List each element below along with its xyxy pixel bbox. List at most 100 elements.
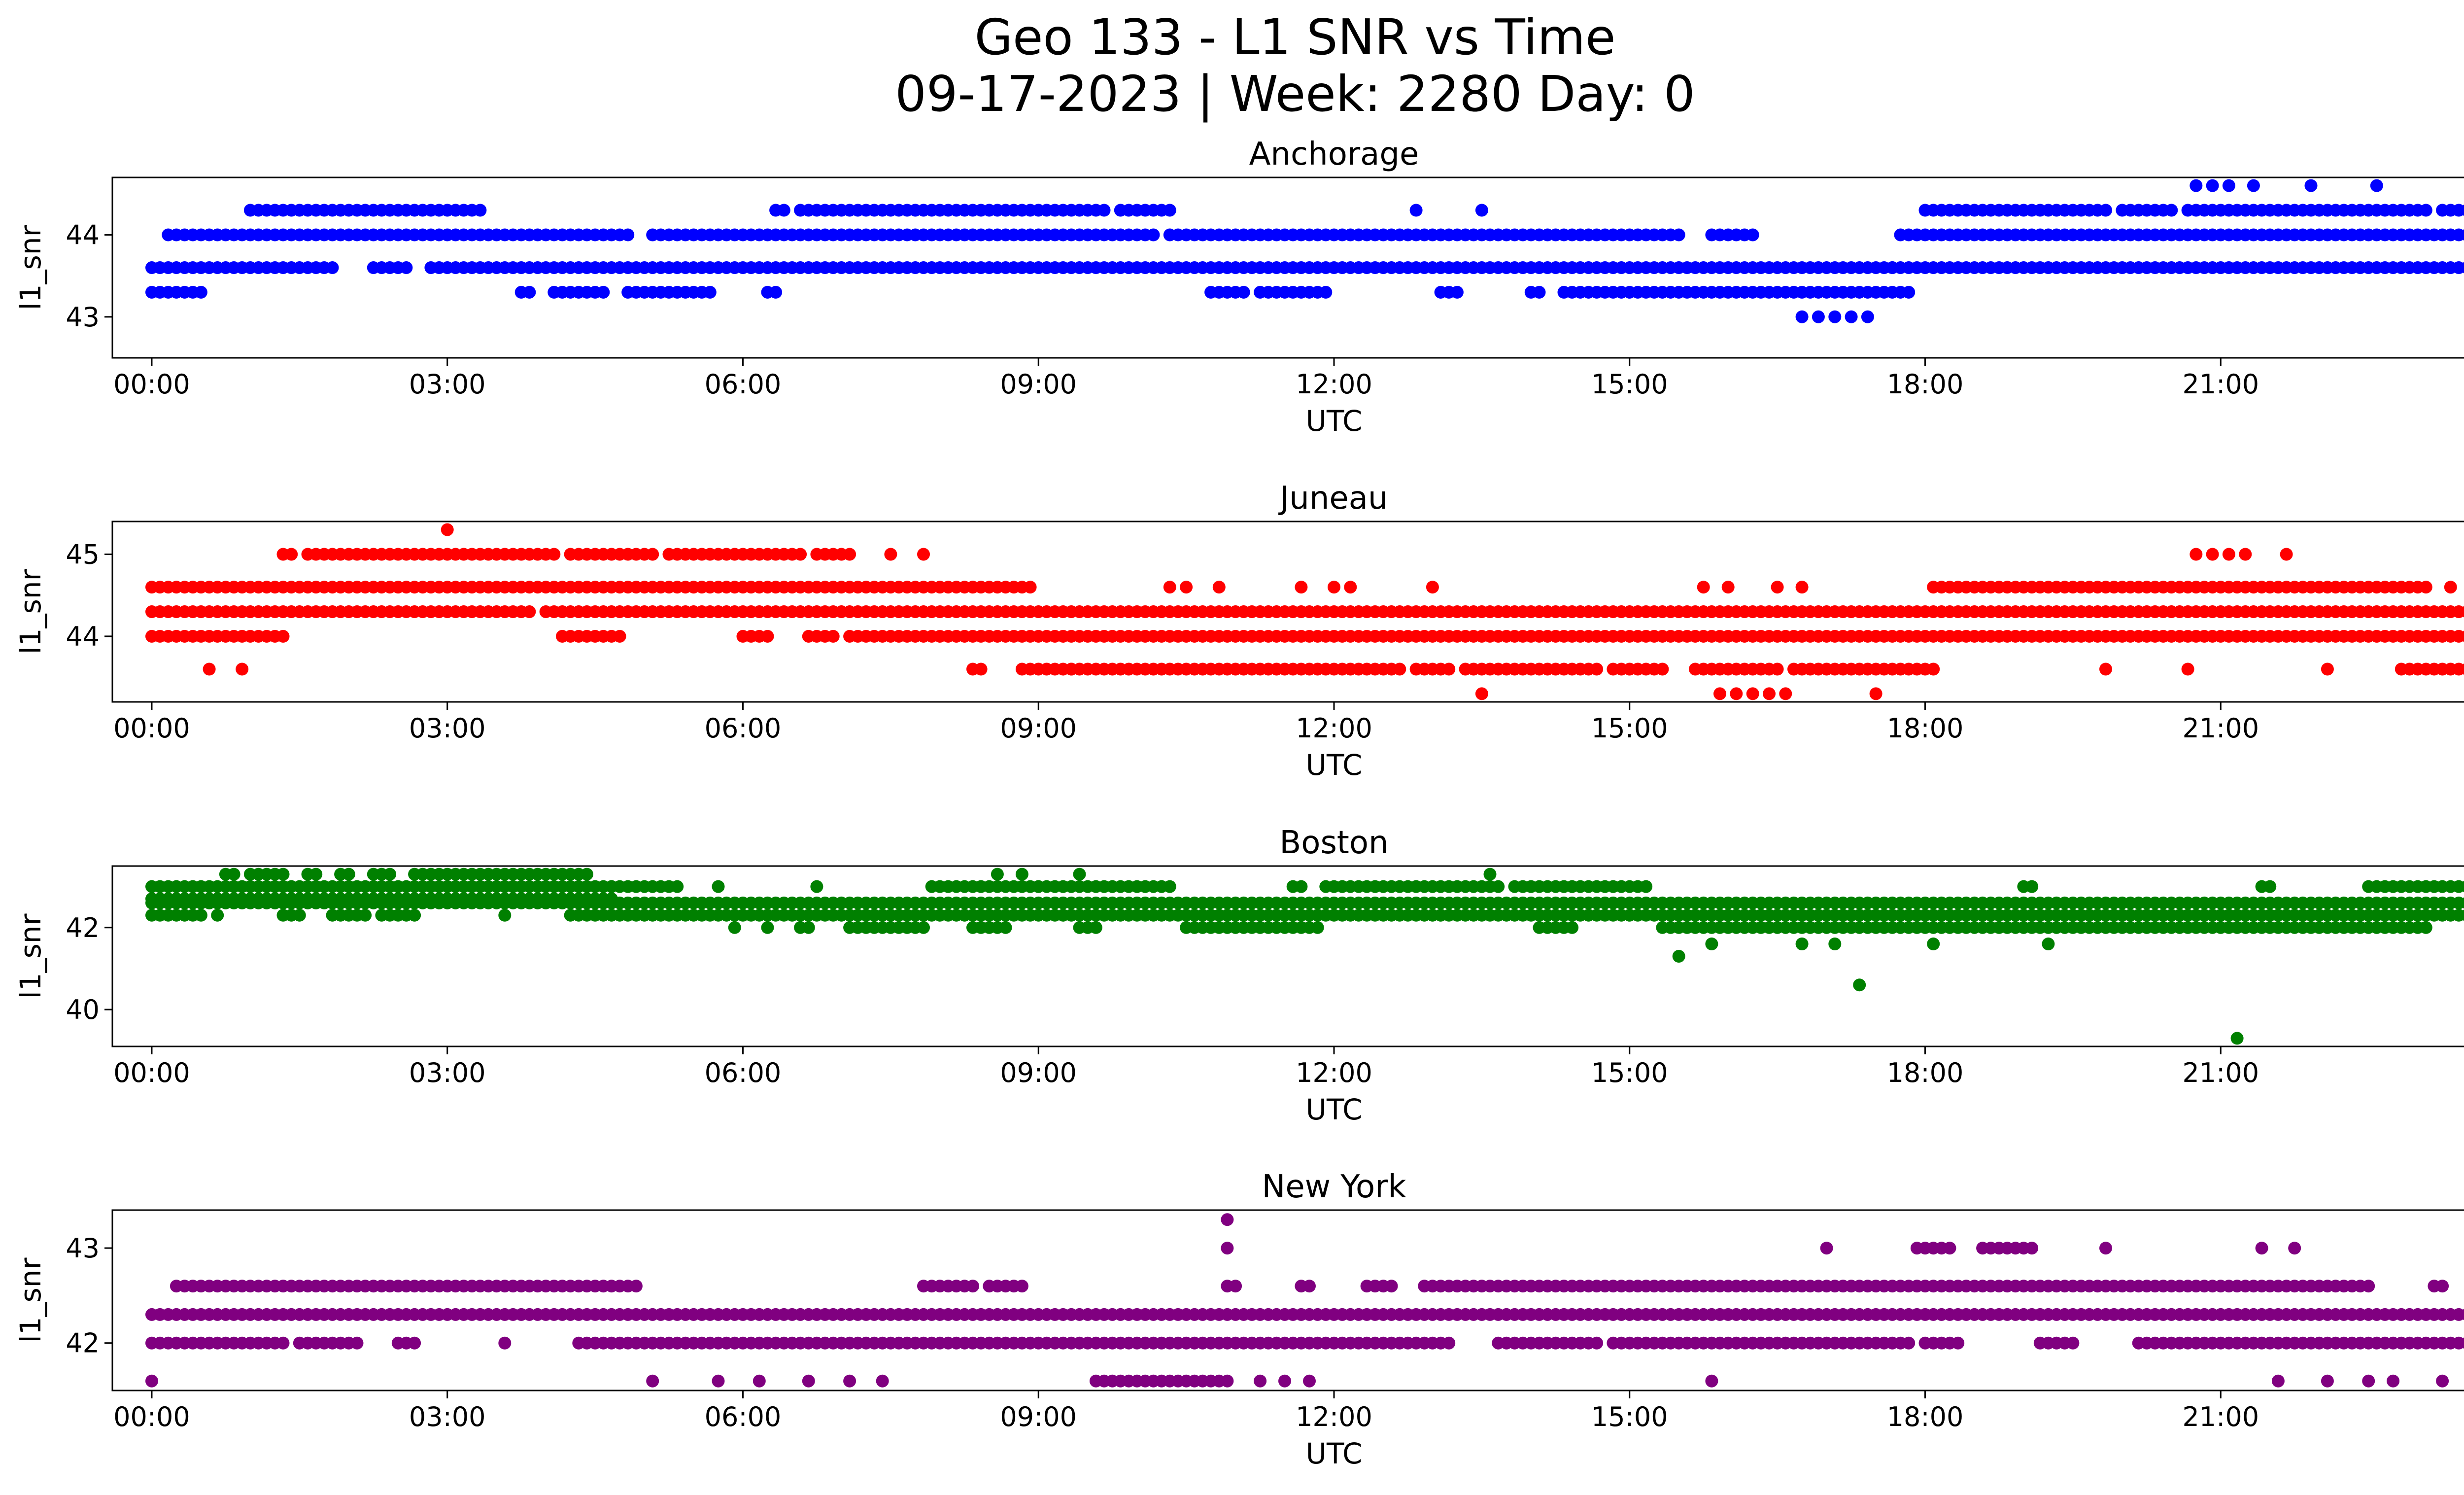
- data-point: [2362, 1374, 2375, 1388]
- x-tick-label: 12:00: [1296, 713, 1372, 744]
- data-point: [227, 868, 240, 881]
- new-york-markers: [145, 1213, 2464, 1388]
- data-point: [2452, 261, 2464, 274]
- x-tick-label: 06:00: [705, 369, 782, 400]
- juneau-panel: Juneau 00:00 03:00 06:00 09:00 12:00 15:00 18:0…: [14, 480, 2464, 782]
- x-tick-label: 00:00: [113, 369, 190, 400]
- data-point: [1237, 285, 1250, 299]
- data-point: [2239, 548, 2252, 561]
- anchorage-panel: Anchorage 00:00 03:00 06:00 09:00 12:00 15:00 1…: [14, 136, 2464, 438]
- data-point: [1902, 1336, 1916, 1350]
- data-point: [2222, 179, 2235, 192]
- data-point: [1278, 1374, 1291, 1388]
- data-point: [2362, 1280, 2375, 1293]
- data-point: [769, 285, 783, 299]
- x-tick-label: 21:00: [2182, 1401, 2259, 1432]
- y-tick-label: 44: [66, 621, 100, 652]
- data-point: [802, 1374, 815, 1388]
- data-point: [1492, 880, 1505, 893]
- data-point: [498, 908, 512, 922]
- data-point: [1295, 581, 1308, 594]
- data-point: [2181, 662, 2194, 676]
- data-point: [826, 629, 840, 643]
- data-point: [326, 261, 339, 274]
- boston-markers: [145, 868, 2464, 1045]
- data-point: [712, 880, 725, 893]
- x-tick-label: 18:00: [1887, 369, 1964, 400]
- new-york-x-axis-label: UTC: [1306, 1437, 1363, 1470]
- data-point: [1221, 1213, 1234, 1226]
- data-point: [1713, 687, 1726, 700]
- data-point: [1475, 687, 1488, 700]
- data-point: [2436, 1374, 2449, 1388]
- data-point: [2461, 229, 2464, 241]
- data-point: [1295, 880, 1308, 893]
- data-point: [2452, 662, 2464, 676]
- data-point: [2461, 1337, 2464, 1349]
- data-point: [276, 1336, 290, 1350]
- new-york-y-axis-label: l1_snr: [14, 1257, 47, 1343]
- data-point: [1672, 228, 1685, 242]
- x-tick-label: 15:00: [1591, 1401, 1668, 1432]
- new-york-panel: New York 00:00 03:00 06:00 09:00 12:00 15:00 18…: [14, 1169, 2464, 1470]
- data-point: [1763, 687, 1776, 700]
- data-point: [1869, 687, 1882, 700]
- data-point: [1147, 228, 1160, 242]
- data-point: [1795, 310, 1809, 323]
- boston-y-axis-label: l1_snr: [14, 913, 47, 999]
- data-point: [1097, 204, 1111, 217]
- data-point: [1475, 204, 1488, 217]
- data-point: [276, 868, 290, 881]
- data-point: [1590, 1336, 1604, 1350]
- data-point: [999, 921, 1012, 934]
- x-tick-label: 00:00: [113, 713, 190, 744]
- data-point: [211, 908, 224, 922]
- data-point: [2042, 938, 2055, 950]
- x-tick-label: 03:00: [409, 1401, 486, 1432]
- data-point: [966, 1280, 979, 1293]
- data-point: [794, 548, 807, 561]
- data-point: [1533, 285, 1546, 299]
- x-tick-label: 21:00: [2182, 1057, 2259, 1088]
- data-point: [145, 1374, 158, 1388]
- data-point: [1845, 310, 1858, 323]
- y-tick-label: 40: [66, 994, 100, 1025]
- figure-title-line1: Geo 133 - L1 SNR vs Time: [975, 8, 1616, 66]
- data-point: [1015, 1280, 1028, 1293]
- data-point: [1795, 581, 1809, 594]
- data-point: [2280, 548, 2293, 561]
- data-point: [309, 868, 323, 881]
- data-point: [2461, 262, 2464, 274]
- boston-panel: Boston 00:00 03:00 06:00 09:00 12:00 15:00 18:0…: [14, 825, 2464, 1126]
- data-point: [1212, 581, 1226, 594]
- data-point: [2099, 204, 2112, 217]
- data-point: [2370, 179, 2383, 192]
- data-point: [2206, 179, 2219, 192]
- data-point: [2190, 179, 2203, 192]
- boston-x-axis-label: UTC: [1306, 1093, 1363, 1126]
- data-point: [1853, 978, 1866, 992]
- figure-title-line2: 09-17-2023 | Week: 2280 Day: 0: [895, 65, 1695, 123]
- data-point: [1951, 1336, 1965, 1350]
- data-point: [1015, 868, 1028, 881]
- data-point: [2247, 179, 2260, 192]
- data-point: [2461, 606, 2464, 618]
- x-tick-label: 15:00: [1591, 713, 1668, 744]
- data-point: [1566, 921, 1579, 934]
- data-point: [2206, 548, 2219, 561]
- data-point: [1221, 1242, 1234, 1255]
- data-point: [884, 548, 897, 561]
- data-point: [1697, 581, 1710, 594]
- data-point: [843, 1374, 856, 1388]
- data-point: [2255, 1242, 2268, 1255]
- data-point: [761, 921, 774, 934]
- data-point: [498, 1336, 512, 1350]
- y-tick-label: 43: [66, 1233, 100, 1264]
- x-tick-label: 15:00: [1591, 1057, 1668, 1088]
- data-point: [1024, 581, 1037, 594]
- data-point: [843, 548, 856, 561]
- data-point: [2387, 1374, 2400, 1388]
- data-point: [580, 868, 593, 881]
- x-tick-label: 06:00: [705, 1401, 782, 1432]
